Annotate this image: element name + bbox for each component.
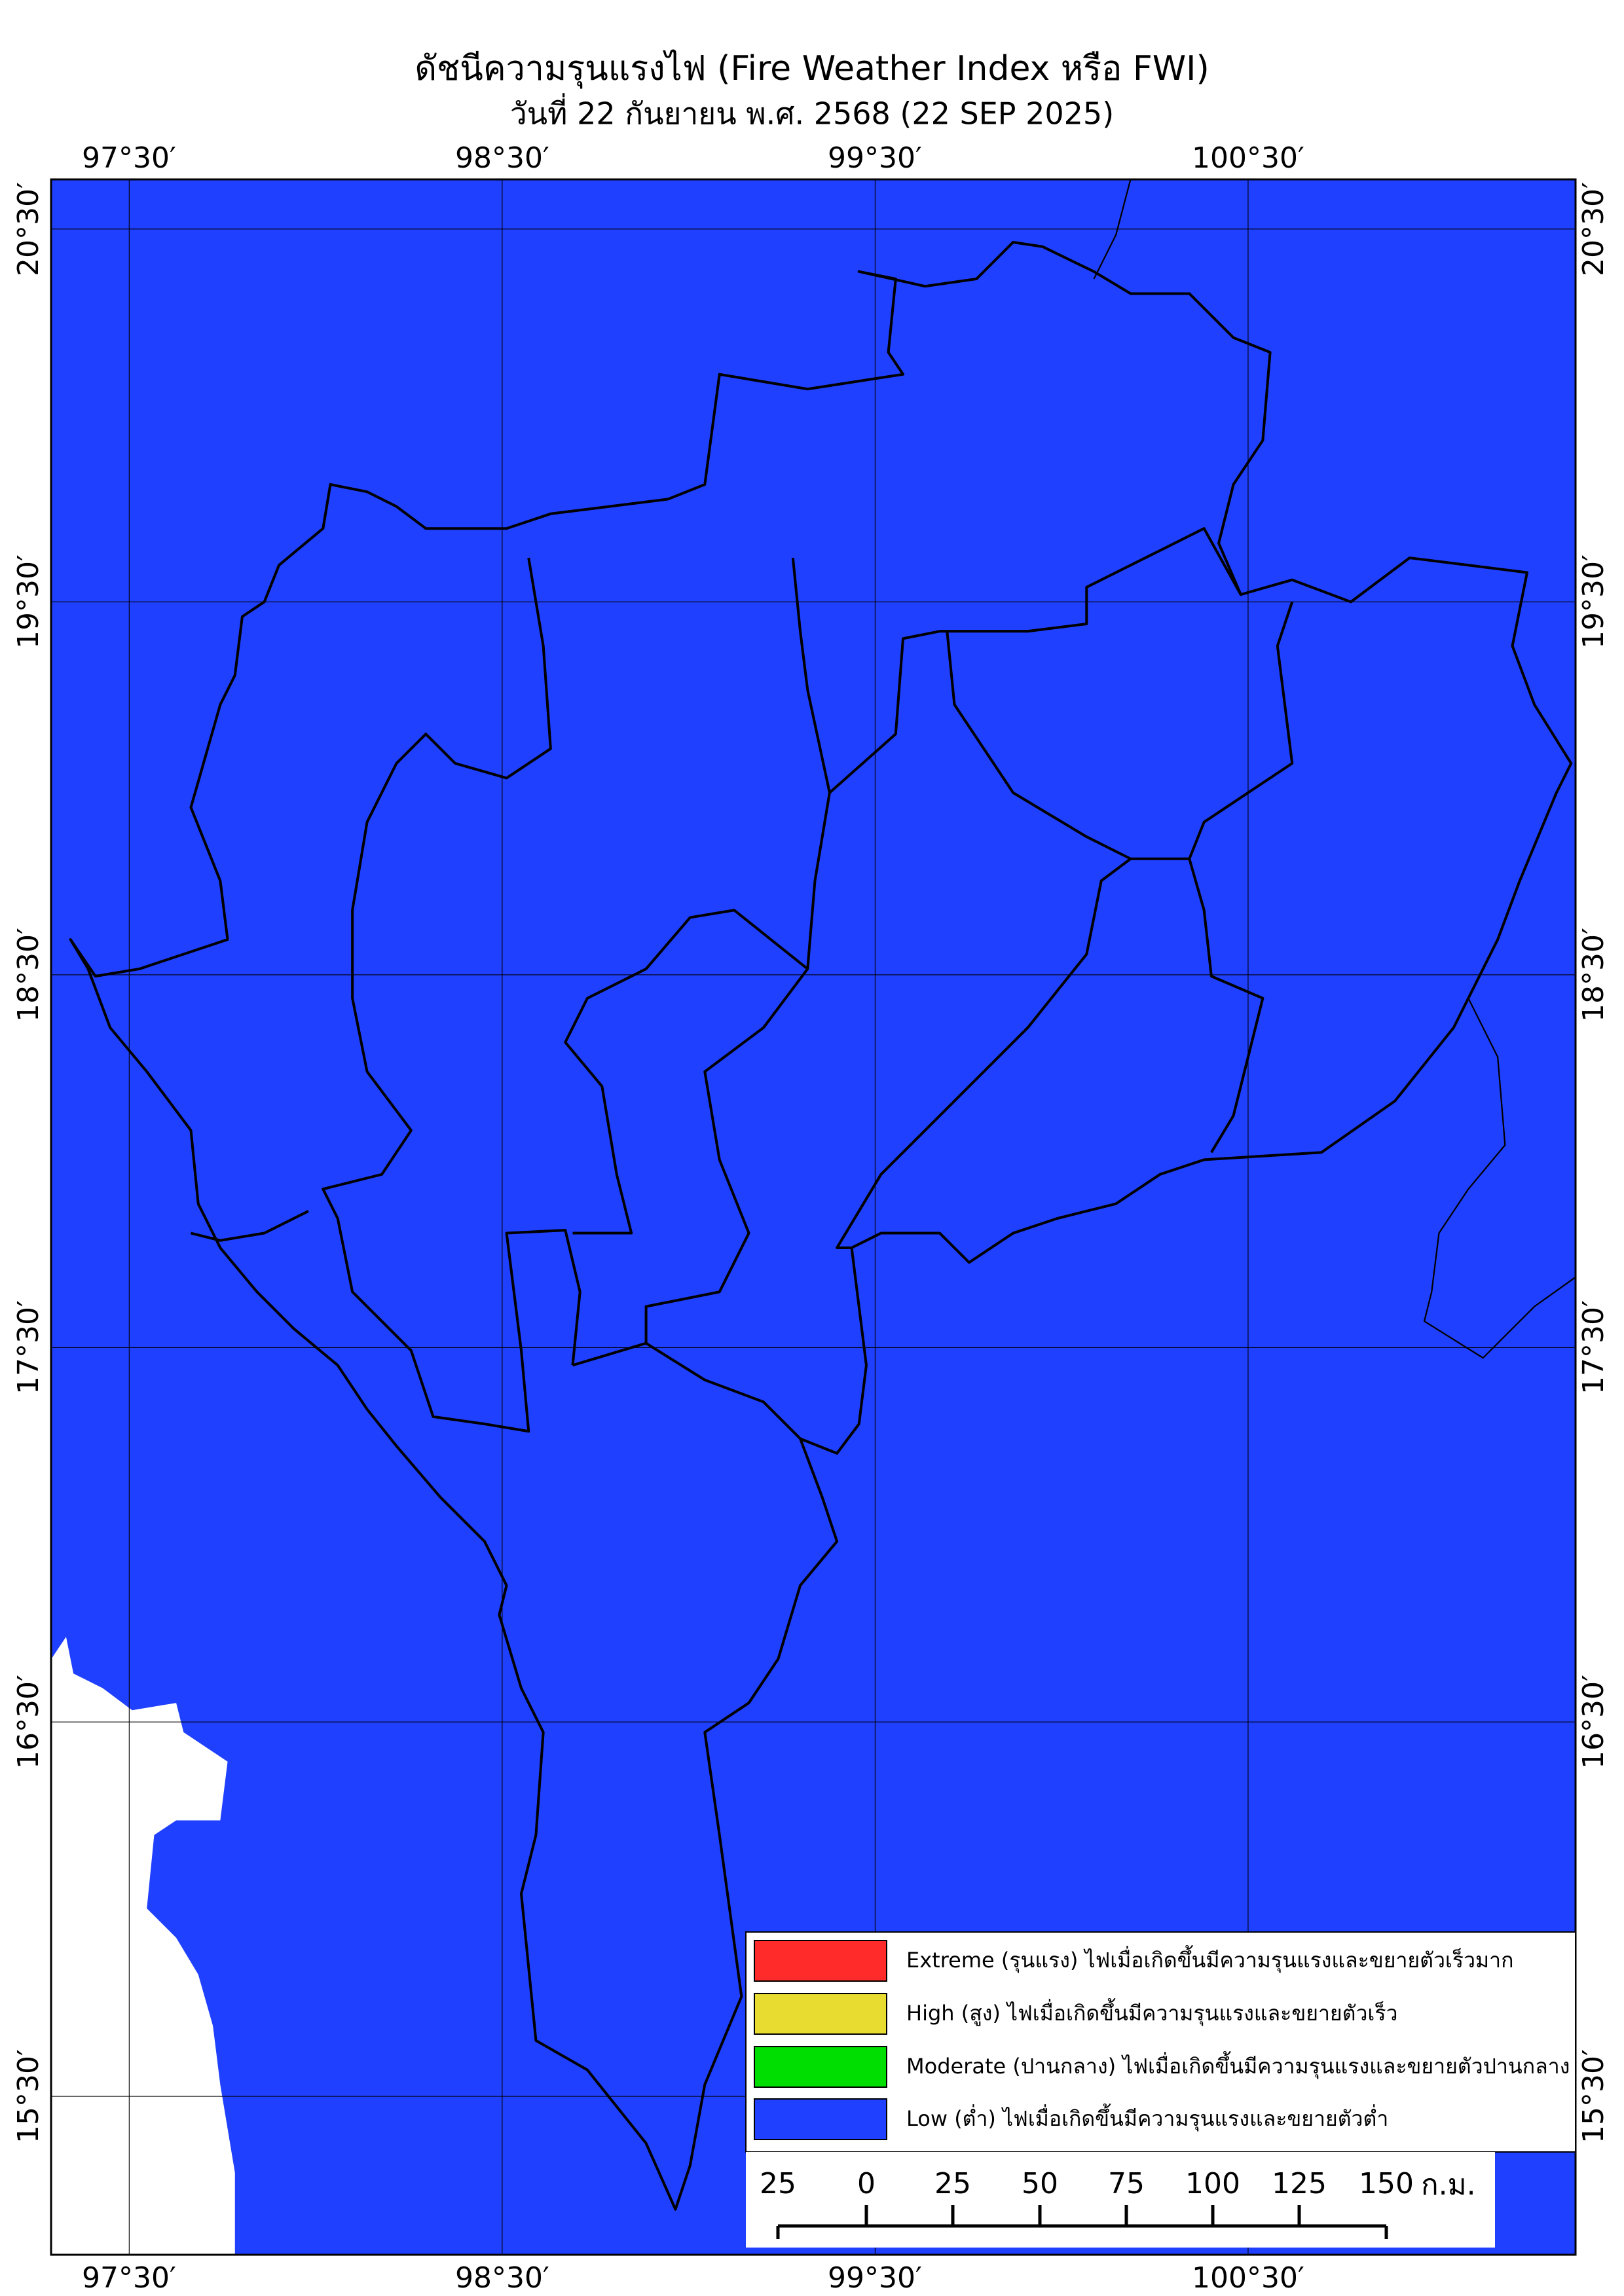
latitude-label: 18°30′ [1577, 928, 1610, 1022]
map-shapes [51, 179, 1576, 2255]
latitude-label: 18°30′ [12, 928, 45, 1022]
scale-label: 100 [1185, 2167, 1240, 2200]
scale-label: 25 [934, 2167, 971, 2200]
latitude-label: 15°30′ [12, 2049, 45, 2143]
legend-swatch [754, 1940, 887, 1982]
longitude-label: 100°30′ [1192, 2261, 1304, 2295]
title: ดัชนีความรุนแรงไฟ (Fire Weather Index หร… [415, 49, 1209, 89]
latitude-label: 16°30′ [12, 1675, 45, 1769]
legend-label: High (สูง) ไฟเมื่อเกิดขึ้นมีความรุนแรงแล… [906, 1998, 1398, 2026]
latitude-label: 17°30′ [1577, 1300, 1610, 1394]
latitude-label: 19°30′ [12, 555, 45, 649]
scale-label: 125 [1272, 2167, 1327, 2200]
longitude-label: 98°30′ [455, 141, 549, 175]
latitude-label: 20°30′ [1577, 182, 1610, 276]
scale-label: 150 [1359, 2167, 1414, 2200]
scale-bar-box [746, 2152, 1495, 2248]
legend-label: Extreme (รุนแรง) ไฟเมื่อเกิดขึ้นมีความรุ… [906, 1945, 1513, 1973]
scale-label: 25 [760, 2167, 796, 2200]
latitude-label: 15°30′ [1577, 2049, 1610, 2143]
latitude-label: 17°30′ [12, 1300, 45, 1394]
legend-swatch [754, 2098, 887, 2140]
longitude-label: 97°30′ [82, 141, 176, 175]
scale-unit: ก.ม. [1421, 2168, 1476, 2202]
longitude-label: 99°30′ [828, 2261, 922, 2295]
legend-label: Moderate (ปานกลาง) ไฟเมื่อเกิดขึ้นมีความ… [906, 2051, 1570, 2079]
map-area [51, 179, 1576, 2255]
legend-swatch [754, 2046, 887, 2088]
longitude-label: 97°30′ [82, 2261, 176, 2295]
scale-label: 0 [857, 2167, 876, 2200]
legend-swatch [754, 1993, 887, 2035]
legend-label: Low (ต่ำ) ไฟเมื่อเกิดขึ้นมีความรุนแรงและ… [906, 2104, 1388, 2132]
latitude-label: 19°30′ [1577, 555, 1610, 649]
latitude-label: 20°30′ [12, 182, 45, 276]
longitude-label: 98°30′ [455, 2261, 549, 2295]
longitude-label: 100°30′ [1192, 141, 1304, 175]
latitude-label: 16°30′ [1577, 1675, 1610, 1769]
subtitle: วันที่ 22 กันยายน พ.ศ. 2568 (22 SEP 2025… [510, 93, 1114, 132]
scale-label: 75 [1108, 2167, 1145, 2200]
longitude-label: 99°30′ [828, 141, 922, 175]
scale-label: 50 [1022, 2167, 1058, 2200]
